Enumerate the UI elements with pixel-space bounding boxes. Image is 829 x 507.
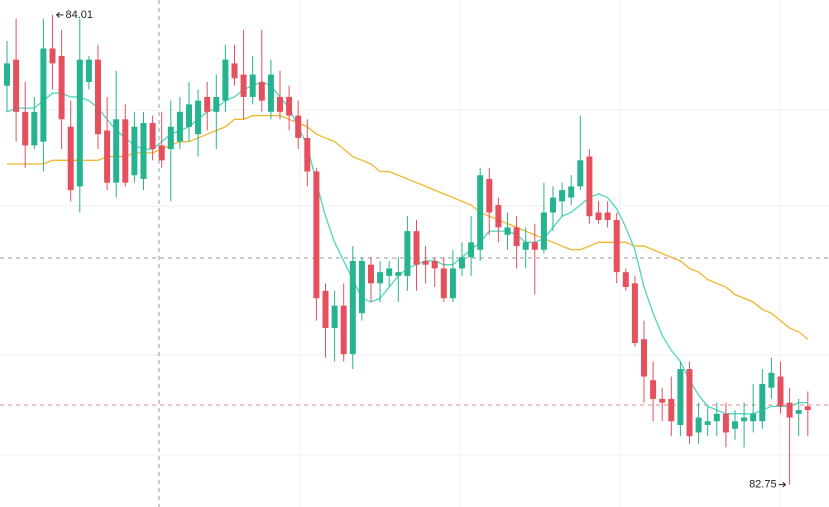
candle-body [95,59,101,135]
annotation-arrow [778,481,786,488]
candle-body [486,178,493,213]
candle-body [4,63,10,86]
candle-body [440,268,447,299]
candle-body [104,130,111,183]
annotation-label: 82.75 [749,479,777,491]
candle-body [431,260,438,269]
candle-body [158,145,165,161]
candle-body [258,82,265,101]
candle-body [522,242,529,250]
candle-body [777,376,784,407]
candle-body [650,380,657,399]
candle-body [659,398,666,403]
candle-body [631,283,638,343]
annotation-label: 84.01 [66,9,94,21]
candle-body [686,369,693,437]
candle-body [577,160,584,187]
candle-body [495,205,502,228]
candle-body [49,48,56,64]
candle-body [340,305,347,355]
candle-body [358,260,365,314]
plot: 84.01 82.75 [4,9,811,491]
candle-body [540,212,547,250]
candle-body [586,156,593,217]
candle-body [795,410,802,414]
candle-body [449,268,456,299]
candle-body [149,123,156,150]
candle-body [386,268,393,276]
candle-body [804,406,811,411]
candle-body [768,372,775,388]
candle-body [349,260,356,355]
candle-body [267,74,274,112]
candle-body [677,369,684,425]
candle-body [113,119,120,183]
candle-body [368,264,374,284]
candle-body [604,212,611,220]
candle-body [622,272,629,288]
candle-body [331,305,338,329]
candle-body [750,413,757,422]
candle-body [249,74,256,97]
moving-average-line [7,114,809,340]
candle-body [13,59,20,112]
candle-body [58,55,65,120]
candle-body [295,115,302,138]
candle-body [131,126,138,176]
candle-body [176,111,183,142]
candle-body [222,59,229,101]
annotation-arrow [56,12,64,18]
candle-body [595,212,602,220]
candle-body [468,242,475,258]
candle-body [713,413,720,422]
candle-body [413,231,420,265]
candle-body [304,137,311,172]
candle-body [85,59,92,83]
candle-body [641,339,647,377]
candle-body [613,219,620,273]
candle-body [786,402,793,418]
candle-body [313,171,320,299]
candle-body [277,96,283,112]
candle-body [704,421,711,425]
candle-body [404,231,411,276]
candle-body [695,417,702,433]
candle-body [76,59,83,187]
candle-body [759,383,766,422]
candle-body [513,227,520,247]
candle-body [550,197,556,213]
candle-body [186,104,192,127]
candle-body [322,290,329,329]
candle-body [732,421,738,429]
candle-body [31,111,38,146]
candle-body [140,123,147,179]
candle-body [231,63,238,79]
candle-body [240,74,247,97]
candle-body [40,48,47,142]
candle-body [568,186,575,198]
candle-body [213,96,220,112]
candle-body [504,227,511,235]
candle-body [559,190,566,202]
candle-body [377,272,384,284]
candle-body [722,413,729,433]
candle-body [531,242,538,250]
candle-body [204,96,211,112]
candle-body [395,272,402,276]
candle-body [167,126,174,150]
candle-body [741,417,748,422]
candle-body [668,398,675,422]
candle-body [122,119,129,183]
candle-body [22,111,29,146]
candle-body [459,257,465,269]
candle-body [67,126,74,191]
candle-body [195,100,202,135]
candle-body [477,175,484,250]
candle-body [422,260,429,265]
candle-body [286,96,293,116]
